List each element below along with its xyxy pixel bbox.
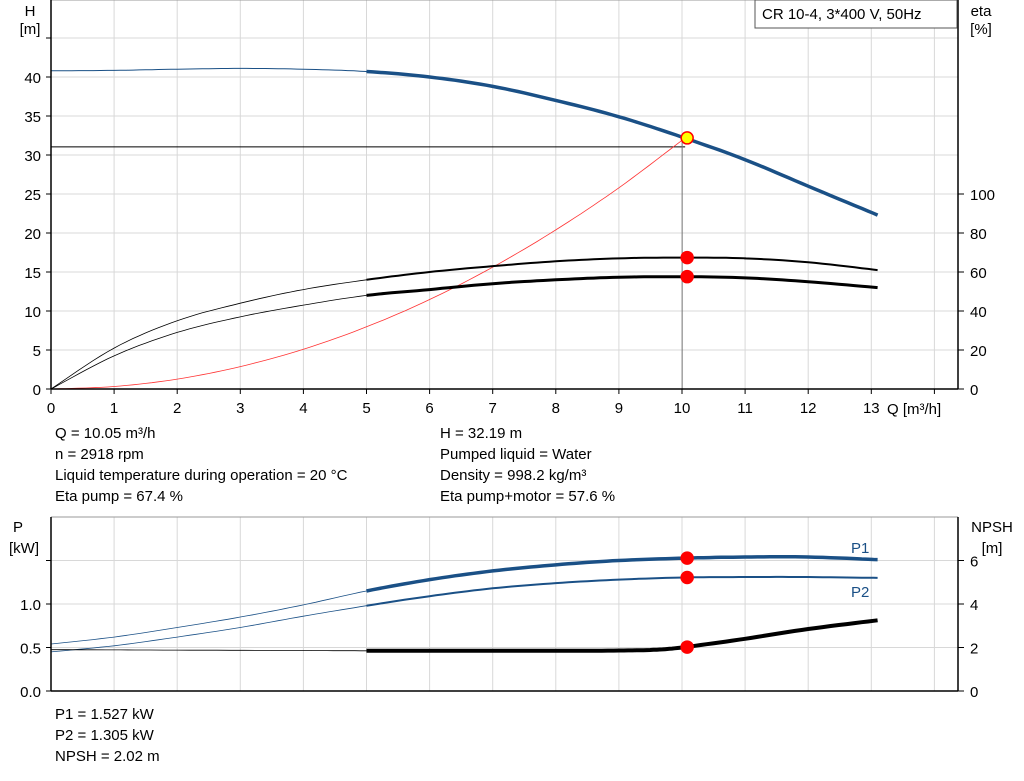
eta-pump-curve [366, 256, 878, 281]
system-curve-extended [50, 137, 686, 390]
x-tick-label: 12 [800, 400, 817, 417]
duty-point-head [680, 131, 694, 145]
info-eta-pump-motor: Eta pump+motor = 57.6 % [440, 488, 616, 505]
duty-point-eta-pump [680, 250, 694, 265]
p2-series-label: P2 [851, 584, 869, 601]
h-tick-label: 15 [24, 265, 41, 282]
p-axis-unit: [kW] [9, 540, 39, 557]
x-tick-label: 8 [552, 400, 560, 417]
p-tick-label: 0.0 [20, 684, 41, 701]
axis-labels: H [m] eta [%] Q [m³/h] CR 10-4, 3*400 V,… [9, 0, 1013, 601]
h-tick-label: 0 [33, 382, 41, 399]
npsh-tick-label: 6 [970, 554, 978, 571]
h-axis-label: H [25, 3, 36, 20]
npsh-axis-unit: [m] [982, 540, 1003, 557]
npsh-curve-extended [51, 649, 367, 652]
info-p2: P2 = 1.305 kW [55, 727, 154, 744]
h-tick-label: 10 [24, 304, 41, 321]
eta-pump-motor-curve-extended [50, 295, 367, 390]
npsh-axis-label: NPSH [971, 519, 1013, 536]
top-grid [51, 0, 958, 389]
x-tick-label: 2 [173, 400, 181, 417]
p2-curve [366, 575, 878, 607]
p1-series-label: P1 [851, 540, 869, 557]
axes: 0 1 2 3 4 5 6 7 8 9 10 11 12 130510152025303540020406… [20, 0, 995, 701]
eta-tick-label: 40 [970, 304, 987, 321]
p-tick-label: 0.5 [20, 641, 41, 658]
info-left: Q = 10.05 m³/h n = 2918 rpm Liquid tempe… [55, 423, 347, 507]
info-bottom: P1 = 1.527 kW P2 = 1.305 kW NPSH = 2.02 … [55, 704, 160, 767]
p2-curve-extended [50, 605, 367, 653]
head-curve-extended [50, 67, 367, 72]
q-axis-label: Q [m³/h] [887, 401, 941, 418]
info-npsh: NPSH = 2.02 m [55, 748, 160, 765]
curves [50, 67, 879, 654]
info-density: Density = 998.2 kg/m³ [440, 467, 587, 484]
h-tick-label: 40 [24, 70, 41, 87]
x-tick-label: 1 [110, 400, 118, 417]
duty-point-npsh [680, 640, 694, 654]
x-tick-label: 6 [425, 400, 433, 417]
p-tick-label: 1.0 [20, 597, 41, 614]
npsh-tick-label: 2 [970, 641, 978, 658]
info-right: H = 32.19 m Pumped liquid = Water Densit… [440, 423, 615, 507]
eta-tick-label: 100 [970, 187, 995, 204]
x-tick-label: 3 [236, 400, 244, 417]
x-tick-label: 9 [615, 400, 623, 417]
x-tick-label: 4 [299, 400, 307, 417]
h-tick-label: 30 [24, 148, 41, 165]
info-head: H = 32.19 m [440, 425, 523, 442]
x-tick-label: 5 [362, 400, 370, 417]
eta-pump-curve-extended [50, 279, 367, 390]
duty-point-p1 [680, 551, 694, 565]
x-tick-label: 7 [489, 400, 497, 417]
h-tick-label: 20 [24, 226, 41, 243]
duty-point-eta-pump-motor [680, 269, 694, 284]
bottom-grid [51, 516, 958, 691]
chart-title: CR 10-4, 3*400 V, 50Hz [762, 6, 922, 23]
npsh-tick-label: 4 [970, 597, 978, 614]
x-tick-label: 13 [863, 400, 880, 417]
p-axis-label: P [13, 519, 23, 536]
head-curve [366, 69, 879, 217]
eta-tick-label: 0 [970, 382, 978, 399]
eta-tick-label: 80 [970, 226, 987, 243]
eta-tick-label: 60 [970, 265, 987, 282]
p1-curve-extended [50, 590, 367, 645]
h-tick-label: 25 [24, 187, 41, 204]
h-axis-unit: [m] [20, 21, 41, 38]
x-tick-label: 11 [737, 400, 753, 417]
info-flow: Q = 10.05 m³/h [55, 425, 156, 442]
npsh-curve [366, 618, 878, 653]
eta-tick-label: 20 [970, 343, 987, 360]
duty-point-p2 [680, 570, 694, 585]
info-temperature: Liquid temperature during operation = 20… [55, 467, 348, 484]
eta-axis-label: eta [971, 3, 993, 20]
eta-axis-unit: [%] [970, 21, 992, 38]
npsh-tick-label: 0 [970, 684, 978, 701]
x-tick-label: 10 [674, 400, 691, 417]
info-speed: n = 2918 rpm [55, 446, 144, 463]
h-tick-label: 35 [24, 109, 41, 126]
info-liquid: Pumped liquid = Water [440, 446, 592, 463]
eta-pump-motor-curve [366, 275, 878, 297]
p1-curve [366, 555, 878, 593]
h-tick-label: 5 [33, 343, 41, 360]
info-p1: P1 = 1.527 kW [55, 706, 154, 723]
x-tick-label: 0 [47, 400, 55, 417]
title-box [754, 0, 958, 29]
info-eta-pump: Eta pump = 67.4 % [55, 488, 183, 505]
